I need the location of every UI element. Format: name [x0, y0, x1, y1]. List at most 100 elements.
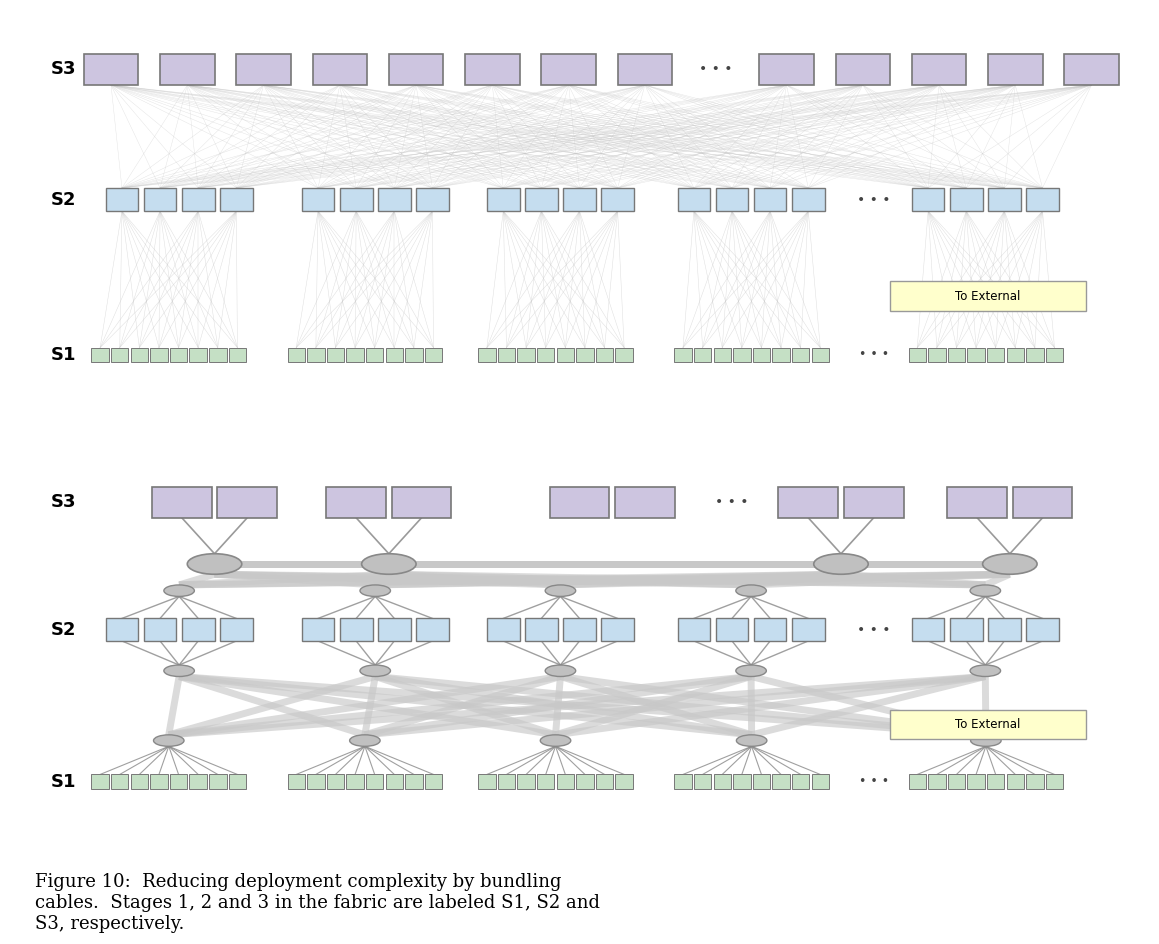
FancyBboxPatch shape	[968, 347, 985, 362]
FancyBboxPatch shape	[366, 347, 384, 362]
FancyBboxPatch shape	[615, 774, 633, 789]
Text: To External: To External	[955, 717, 1021, 731]
FancyBboxPatch shape	[189, 774, 207, 789]
Circle shape	[545, 665, 576, 677]
Text: S3: S3	[51, 494, 76, 512]
Circle shape	[545, 585, 576, 597]
FancyBboxPatch shape	[779, 487, 838, 518]
FancyBboxPatch shape	[909, 774, 926, 789]
FancyBboxPatch shape	[753, 188, 787, 211]
FancyBboxPatch shape	[347, 774, 364, 789]
FancyBboxPatch shape	[1013, 487, 1072, 518]
FancyBboxPatch shape	[479, 774, 496, 789]
FancyBboxPatch shape	[563, 618, 596, 641]
FancyBboxPatch shape	[151, 774, 168, 789]
FancyBboxPatch shape	[160, 54, 214, 85]
FancyBboxPatch shape	[987, 618, 1021, 641]
FancyBboxPatch shape	[596, 774, 613, 789]
FancyBboxPatch shape	[714, 774, 731, 789]
FancyBboxPatch shape	[366, 774, 384, 789]
FancyBboxPatch shape	[182, 618, 214, 641]
FancyBboxPatch shape	[694, 347, 712, 362]
FancyBboxPatch shape	[487, 188, 519, 211]
FancyBboxPatch shape	[327, 774, 344, 789]
FancyBboxPatch shape	[716, 188, 749, 211]
FancyBboxPatch shape	[987, 188, 1021, 211]
FancyBboxPatch shape	[678, 618, 710, 641]
Text: S1: S1	[51, 772, 76, 791]
FancyBboxPatch shape	[378, 618, 410, 641]
Circle shape	[814, 554, 868, 574]
Text: S2: S2	[51, 191, 76, 209]
FancyBboxPatch shape	[347, 347, 364, 362]
FancyBboxPatch shape	[287, 774, 305, 789]
FancyBboxPatch shape	[752, 347, 770, 362]
FancyBboxPatch shape	[340, 188, 372, 211]
Circle shape	[970, 734, 1001, 747]
FancyBboxPatch shape	[792, 347, 809, 362]
FancyBboxPatch shape	[217, 487, 277, 518]
FancyBboxPatch shape	[209, 774, 226, 789]
FancyBboxPatch shape	[301, 618, 334, 641]
FancyBboxPatch shape	[301, 188, 334, 211]
FancyBboxPatch shape	[836, 54, 890, 85]
Text: • • •: • • •	[715, 496, 749, 510]
FancyBboxPatch shape	[950, 188, 983, 211]
FancyBboxPatch shape	[759, 54, 814, 85]
FancyBboxPatch shape	[105, 618, 138, 641]
FancyBboxPatch shape	[151, 347, 168, 362]
FancyBboxPatch shape	[928, 774, 946, 789]
FancyBboxPatch shape	[517, 347, 534, 362]
FancyBboxPatch shape	[556, 774, 574, 789]
FancyBboxPatch shape	[144, 618, 176, 641]
Circle shape	[540, 734, 570, 747]
FancyBboxPatch shape	[378, 188, 410, 211]
FancyBboxPatch shape	[182, 188, 214, 211]
Circle shape	[736, 665, 766, 677]
FancyBboxPatch shape	[307, 347, 325, 362]
FancyBboxPatch shape	[83, 54, 138, 85]
FancyBboxPatch shape	[525, 618, 557, 641]
Text: • • •: • • •	[699, 62, 732, 76]
FancyBboxPatch shape	[811, 774, 829, 789]
Circle shape	[188, 554, 242, 574]
FancyBboxPatch shape	[1026, 347, 1043, 362]
FancyBboxPatch shape	[105, 188, 138, 211]
FancyBboxPatch shape	[753, 618, 787, 641]
FancyBboxPatch shape	[772, 347, 789, 362]
FancyBboxPatch shape	[678, 188, 710, 211]
FancyBboxPatch shape	[209, 347, 226, 362]
FancyBboxPatch shape	[131, 774, 148, 789]
FancyBboxPatch shape	[615, 487, 675, 518]
FancyBboxPatch shape	[307, 774, 325, 789]
FancyBboxPatch shape	[152, 487, 212, 518]
FancyBboxPatch shape	[537, 347, 554, 362]
FancyBboxPatch shape	[537, 774, 554, 789]
FancyBboxPatch shape	[386, 347, 403, 362]
FancyBboxPatch shape	[498, 347, 516, 362]
FancyBboxPatch shape	[92, 347, 109, 362]
FancyBboxPatch shape	[602, 618, 634, 641]
FancyBboxPatch shape	[326, 487, 386, 518]
FancyBboxPatch shape	[987, 347, 1005, 362]
FancyBboxPatch shape	[228, 347, 246, 362]
FancyBboxPatch shape	[220, 618, 253, 641]
FancyBboxPatch shape	[131, 347, 148, 362]
FancyBboxPatch shape	[416, 618, 449, 641]
FancyBboxPatch shape	[327, 347, 344, 362]
Text: Figure 10:  Reducing deployment complexity by bundling
cables.  Stages 1, 2 and : Figure 10: Reducing deployment complexit…	[35, 873, 599, 933]
FancyBboxPatch shape	[675, 774, 692, 789]
FancyBboxPatch shape	[406, 347, 423, 362]
FancyBboxPatch shape	[596, 347, 613, 362]
Circle shape	[360, 665, 391, 677]
FancyBboxPatch shape	[987, 774, 1005, 789]
FancyBboxPatch shape	[425, 774, 443, 789]
FancyBboxPatch shape	[772, 774, 789, 789]
FancyBboxPatch shape	[844, 487, 904, 518]
FancyBboxPatch shape	[236, 54, 291, 85]
FancyBboxPatch shape	[734, 347, 751, 362]
FancyBboxPatch shape	[386, 774, 403, 789]
FancyBboxPatch shape	[912, 618, 945, 641]
FancyBboxPatch shape	[792, 774, 809, 789]
FancyBboxPatch shape	[694, 774, 712, 789]
